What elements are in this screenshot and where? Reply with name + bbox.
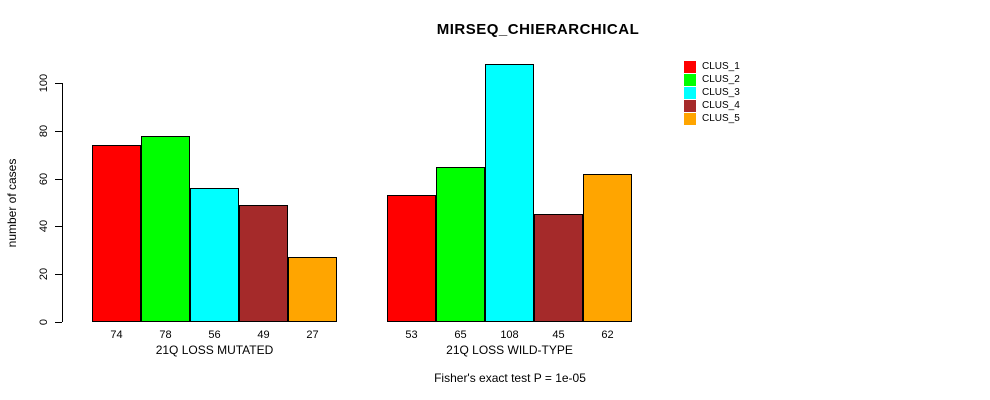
- legend-label: CLUS_1: [702, 61, 740, 72]
- y-tick: [55, 178, 62, 180]
- bar-clus_3: [485, 64, 534, 322]
- bar-clus_4: [239, 205, 288, 322]
- legend-swatch-icon: [684, 112, 696, 125]
- legend-swatch-icon: [684, 73, 696, 86]
- legend-label: CLUS_5: [702, 113, 740, 124]
- legend-label: CLUS_3: [702, 87, 740, 98]
- bar-clus_5: [288, 257, 337, 322]
- y-tick: [55, 322, 62, 323]
- legend-item-clus_5: CLUS_5: [684, 112, 740, 125]
- bar-clus_2: [436, 167, 485, 322]
- legend-swatch-icon: [684, 60, 696, 73]
- legend: CLUS_1 CLUS_2 CLUS_3 CLUS_4 CLUS_5: [684, 60, 740, 125]
- legend-swatch-icon: [684, 99, 696, 112]
- bar-clus_5: [583, 174, 632, 322]
- bar-value-label: 53: [405, 329, 418, 341]
- y-tick-label: 100: [38, 73, 50, 93]
- bar-clus_2: [141, 136, 190, 322]
- bar-value-label: 62: [601, 329, 614, 341]
- legend-item-clus_1: CLUS_1: [684, 60, 740, 73]
- y-tick-label: 0: [38, 318, 50, 326]
- y-tick: [55, 130, 62, 132]
- bar-clus_3: [190, 188, 239, 322]
- y-tick: [55, 83, 62, 84]
- bar-value-label: 49: [257, 329, 270, 341]
- fishers-test-annotation: Fisher's exact test P = 1e-05: [434, 371, 586, 385]
- bar-value-label: 78: [159, 329, 172, 341]
- bar-value-label: 108: [500, 329, 519, 341]
- bar-clus_1: [92, 145, 141, 322]
- bar-clus_1: [387, 195, 436, 322]
- legend-item-clus_2: CLUS_2: [684, 73, 740, 86]
- bar-value-label: 56: [208, 329, 221, 341]
- group-label-wild-type: 21Q LOSS WILD-TYPE: [446, 343, 573, 357]
- legend-item-clus_3: CLUS_3: [684, 86, 740, 99]
- y-tick-label: 80: [38, 124, 50, 137]
- legend-swatch-icon: [684, 86, 696, 99]
- y-axis-label: number of cases: [5, 158, 19, 248]
- bar-value-label: 74: [110, 329, 123, 341]
- group-label-mutated: 21Q LOSS MUTATED: [155, 343, 274, 357]
- y-tick-label: 60: [38, 172, 50, 185]
- bar-value-label: 65: [454, 329, 467, 341]
- bar-value-label: 45: [552, 329, 565, 341]
- y-tick: [55, 226, 62, 228]
- y-axis-line: [62, 83, 63, 322]
- y-tick-label: 20: [38, 268, 50, 281]
- y-tick-label: 40: [38, 220, 50, 233]
- chart-title: MIRSEQ_CHIERARCHICAL: [436, 21, 640, 38]
- legend-item-clus_4: CLUS_4: [684, 99, 740, 112]
- bar-value-label: 27: [306, 329, 319, 341]
- y-tick: [55, 274, 62, 276]
- bar-clus_4: [534, 214, 583, 322]
- legend-label: CLUS_2: [702, 74, 740, 85]
- legend-label: CLUS_4: [702, 100, 740, 111]
